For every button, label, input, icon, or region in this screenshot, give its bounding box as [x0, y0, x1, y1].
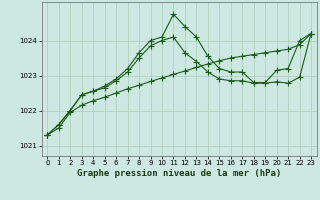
X-axis label: Graphe pression niveau de la mer (hPa): Graphe pression niveau de la mer (hPa) [77, 169, 281, 178]
